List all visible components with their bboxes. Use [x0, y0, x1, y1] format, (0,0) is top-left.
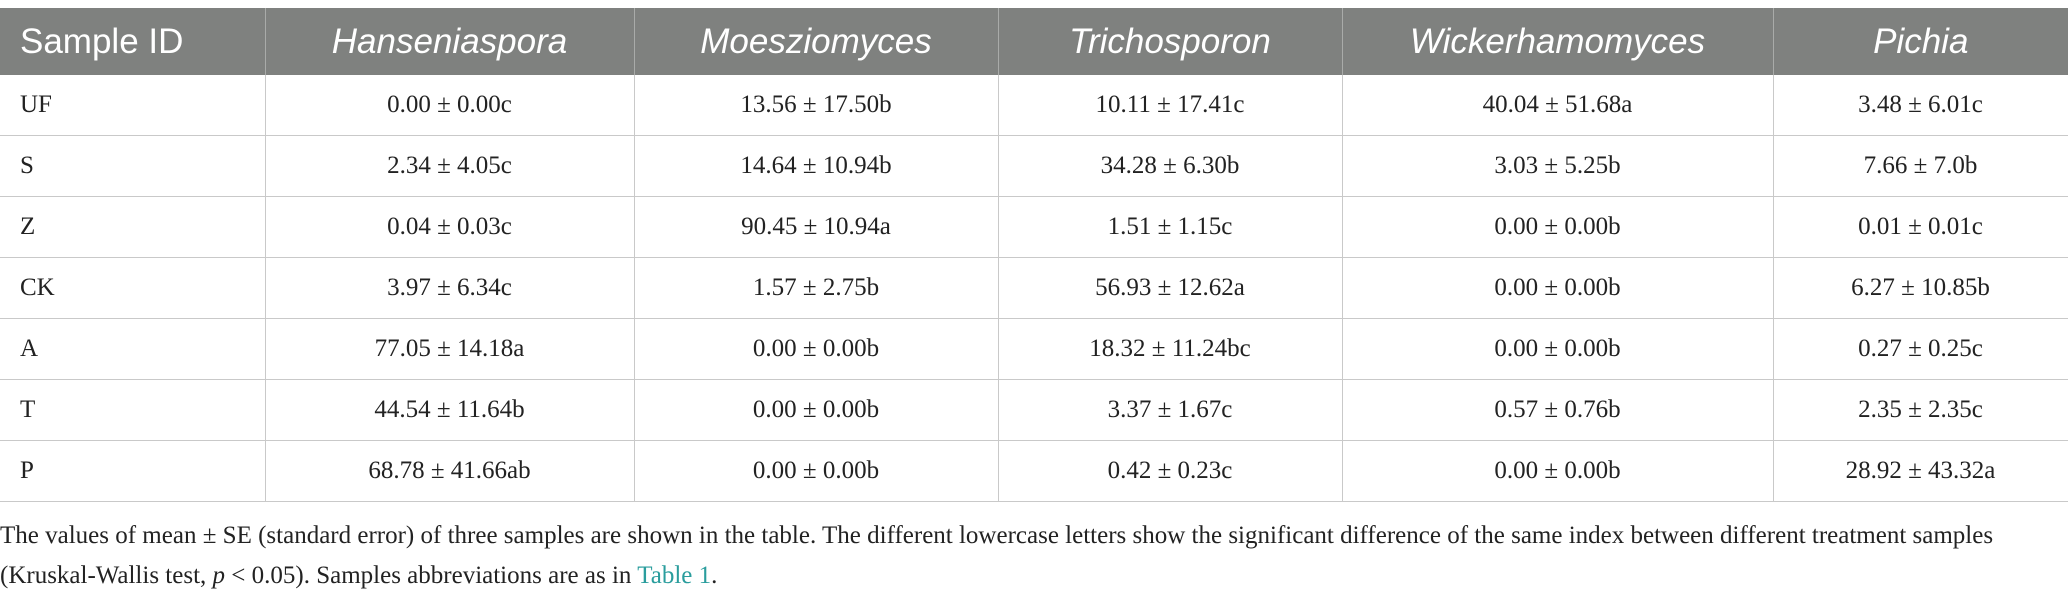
cell-value: 3.03 ± 5.25b — [1341, 135, 1773, 197]
cell-value: 1.51 ± 1.15c — [997, 196, 1342, 258]
cell-value: 0.00 ± 0.00b — [1341, 440, 1773, 502]
data-table: Sample ID Hanseniaspora Moesziomyces Tri… — [0, 8, 2068, 502]
cell-value: 0.57 ± 0.76b — [1341, 379, 1773, 441]
cell-value: 0.00 ± 0.00b — [1341, 196, 1773, 258]
cell-value: 28.92 ± 43.32a — [1772, 440, 2068, 502]
cell-value: 6.27 ± 10.85b — [1772, 257, 2068, 319]
cell-value: 7.66 ± 7.0b — [1772, 135, 2068, 197]
footnote-end: . — [711, 562, 718, 589]
cell-value: 3.37 ± 1.67c — [997, 379, 1342, 441]
cell-value: 3.48 ± 6.01c — [1772, 75, 2068, 136]
cell-sample-id: Z — [0, 196, 265, 258]
cell-value: 56.93 ± 12.62a — [997, 257, 1342, 319]
header-moesziomyces: Moesziomyces — [633, 8, 998, 75]
header-sample-id: Sample ID — [0, 8, 265, 75]
table-1-link[interactable]: Table 1 — [637, 562, 712, 589]
table-row: T 44.54 ± 11.64b 0.00 ± 0.00b 3.37 ± 1.6… — [0, 379, 2068, 441]
footnote-text-cont: < 0.05). Samples abbreviations are as in — [225, 562, 638, 589]
header-hanseniaspora: Hanseniaspora — [264, 8, 634, 75]
cell-value: 34.28 ± 6.30b — [997, 135, 1342, 197]
cell-value: 0.01 ± 0.01c — [1772, 196, 2068, 258]
table-row: P 68.78 ± 41.66ab 0.00 ± 0.00b 0.42 ± 0.… — [0, 440, 2068, 502]
footnote-text: The values of mean ± SE (standard error)… — [0, 522, 1994, 589]
cell-sample-id: UF — [0, 75, 265, 136]
cell-value: 0.42 ± 0.23c — [997, 440, 1342, 502]
table-row: CK 3.97 ± 6.34c 1.57 ± 2.75b 56.93 ± 12.… — [0, 257, 2068, 319]
cell-sample-id: A — [0, 318, 265, 380]
cell-value: 0.00 ± 0.00c — [264, 75, 634, 136]
cell-value: 0.00 ± 0.00b — [633, 318, 998, 380]
table-row: UF 0.00 ± 0.00c 13.56 ± 17.50b 10.11 ± 1… — [0, 75, 2068, 136]
cell-value: 0.04 ± 0.03c — [264, 196, 634, 258]
cell-value: 0.00 ± 0.00b — [1341, 257, 1773, 319]
table-row: A 77.05 ± 14.18a 0.00 ± 0.00b 18.32 ± 11… — [0, 318, 2068, 380]
cell-value: 77.05 ± 14.18a — [264, 318, 634, 380]
cell-sample-id: CK — [0, 257, 265, 319]
cell-value: 13.56 ± 17.50b — [633, 75, 998, 136]
table-row: S 2.34 ± 4.05c 14.64 ± 10.94b 34.28 ± 6.… — [0, 135, 2068, 197]
cell-value: 44.54 ± 11.64b — [264, 379, 634, 441]
cell-value: 0.00 ± 0.00b — [633, 379, 998, 441]
cell-sample-id: P — [0, 440, 265, 502]
cell-sample-id: S — [0, 135, 265, 197]
table-footnote: The values of mean ± SE (standard error)… — [0, 516, 2040, 596]
cell-value: 3.97 ± 6.34c — [264, 257, 634, 319]
header-row: Sample ID Hanseniaspora Moesziomyces Tri… — [0, 8, 2068, 75]
cell-value: 90.45 ± 10.94a — [633, 196, 998, 258]
p-symbol: p — [212, 562, 226, 589]
cell-value: 18.32 ± 11.24bc — [997, 318, 1342, 380]
cell-value: 0.00 ± 0.00b — [1341, 318, 1773, 380]
header-wickerhamomyces: Wickerhamomyces — [1341, 8, 1773, 75]
header-pichia: Pichia — [1772, 8, 2068, 75]
cell-value: 0.27 ± 0.25c — [1772, 318, 2068, 380]
cell-value: 0.00 ± 0.00b — [633, 440, 998, 502]
cell-value: 10.11 ± 17.41c — [997, 75, 1342, 136]
cell-value: 2.34 ± 4.05c — [264, 135, 634, 197]
cell-value: 1.57 ± 2.75b — [633, 257, 998, 319]
cell-sample-id: T — [0, 379, 265, 441]
cell-value: 14.64 ± 10.94b — [633, 135, 998, 197]
cell-value: 68.78 ± 41.66ab — [264, 440, 634, 502]
cell-value: 40.04 ± 51.68a — [1341, 75, 1773, 136]
header-trichosporon: Trichosporon — [997, 8, 1342, 75]
table-row: Z 0.04 ± 0.03c 90.45 ± 10.94a 1.51 ± 1.1… — [0, 196, 2068, 258]
cell-value: 2.35 ± 2.35c — [1772, 379, 2068, 441]
